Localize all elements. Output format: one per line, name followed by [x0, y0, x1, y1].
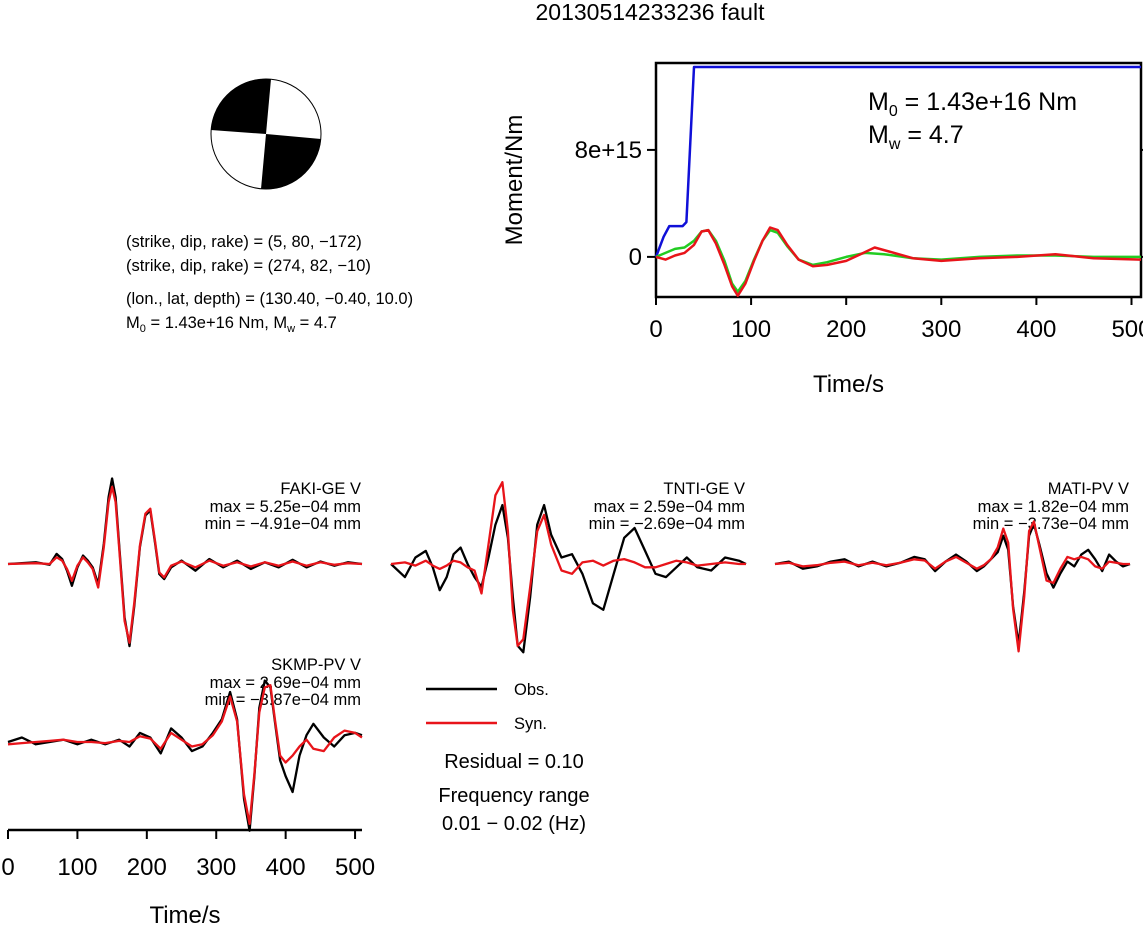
moment-xtick-label: 200 [826, 316, 866, 343]
moment-mw-symbol: M [868, 121, 889, 149]
moment-ytick-label: 8e+15 [575, 137, 642, 164]
station-name: FAKI-GE V [280, 480, 361, 498]
focal-m0-symbol: M [126, 314, 140, 332]
station-name: TNTI-GE V [663, 480, 745, 498]
station-xaxis-label: Time/s [149, 902, 220, 926]
legend: Obs. Syn. Residual = 0.10 Frequency rang… [426, 681, 590, 835]
station-name: MATI-PV V [1048, 480, 1129, 498]
moment-xtick-label: 400 [1016, 316, 1056, 343]
moment-series-blue [654, 65, 1141, 258]
moment-xtick-label: 0 [649, 316, 662, 343]
beachball-compressional-quadrant-1 [211, 78, 271, 134]
station-trace-syn [390, 481, 746, 647]
station-max: max = 5.25e−04 mm [210, 498, 361, 516]
focal-moment-line: M0 = 1.43e+16 Nm, Mw = 4.7 [126, 314, 337, 335]
station-max: max = 1.82e−04 mm [978, 498, 1129, 516]
focal-location: (lon., lat, depth) = (130.40, −0.40, 10.… [126, 290, 413, 308]
moment-xaxis-label: Time/s [813, 371, 884, 398]
moment-mw-sub: w [888, 136, 901, 153]
moment-ytick-label: 0 [629, 244, 642, 271]
residual-text: Residual = 0.10 [444, 751, 584, 773]
focal-sep: , M [264, 314, 287, 332]
focal-plane-1: (strike, dip, rake) = (5, 80, −172) [126, 233, 362, 251]
moment-plot-frame [654, 61, 1143, 299]
moment-m0-value: = 1.43e+16 Nm [898, 88, 1077, 116]
focal-mw-value: 4.7 [314, 314, 337, 332]
station-name: SKMP-PV V [271, 656, 361, 674]
focal-m0-value: 1.43e+16 Nm [165, 314, 265, 332]
focal-m0-sub: 0 [140, 323, 146, 335]
station-min: min = −3.73e−04 mm [973, 515, 1129, 533]
station-xtick-label: 200 [127, 854, 167, 881]
station-xtick-label: 100 [57, 854, 97, 881]
moment-m0-annotation: M0 = 1.43e+16 Nm [868, 88, 1077, 120]
station-xtick-label: 400 [266, 854, 306, 881]
moment-xtick-label: 100 [731, 316, 771, 343]
station-min: min = −2.69e−04 mm [589, 515, 745, 533]
focal-plane-2: (strike, dip, rake) = (274, 82, −10) [126, 257, 371, 275]
moment-xtick-label: 300 [921, 316, 961, 343]
moment-mw-value: = 4.7 [900, 121, 963, 149]
focal-mechanism-beachball [210, 78, 322, 190]
station-min: min = −4.91e−04 mm [205, 515, 361, 533]
moment-m0-sub: 0 [889, 103, 898, 120]
focal-mw-eq: = [295, 314, 314, 332]
moment-rate-panel: 0 8e+15 0 100 200 300 400 500 Time/s Moment/Nm M0 … [501, 61, 1143, 398]
focal-m0-eq: = [146, 314, 165, 332]
station-trace-obs [774, 522, 1131, 646]
focal-mw-sub: w [286, 323, 295, 335]
station-max: max = 2.59e−04 mm [594, 498, 745, 516]
station-trace-syn [7, 485, 363, 644]
station-xtick-label: 300 [196, 854, 236, 881]
frequency-range-value: 0.01 − 0.02 (Hz) [442, 813, 586, 835]
moment-mw-annotation: Mw = 4.7 [868, 121, 964, 153]
station-trace-syn [774, 520, 1130, 653]
moment-m0-symbol: M [868, 88, 889, 116]
station-max: max = 2.69e−04 mm [210, 674, 361, 692]
station-xtick-label: 500 [335, 854, 375, 881]
moment-series-green [655, 228, 1141, 293]
moment-yaxis-label: Moment/Nm [501, 115, 528, 246]
station-min: min = −3.87e−04 mm [205, 691, 361, 709]
station-trace-syn [7, 684, 363, 826]
legend-syn-label: Syn. [514, 715, 547, 733]
frequency-range-label: Frequency range [438, 785, 589, 807]
moment-series-red [655, 226, 1142, 297]
legend-obs-label: Obs. [514, 681, 549, 699]
moment-xtick-label: 500 [1111, 316, 1143, 343]
figure-title: 20130514233236 fault [536, 0, 766, 25]
station-xtick-label: 0 [1, 854, 14, 881]
beachball-compressional-quadrant-2 [261, 134, 321, 190]
